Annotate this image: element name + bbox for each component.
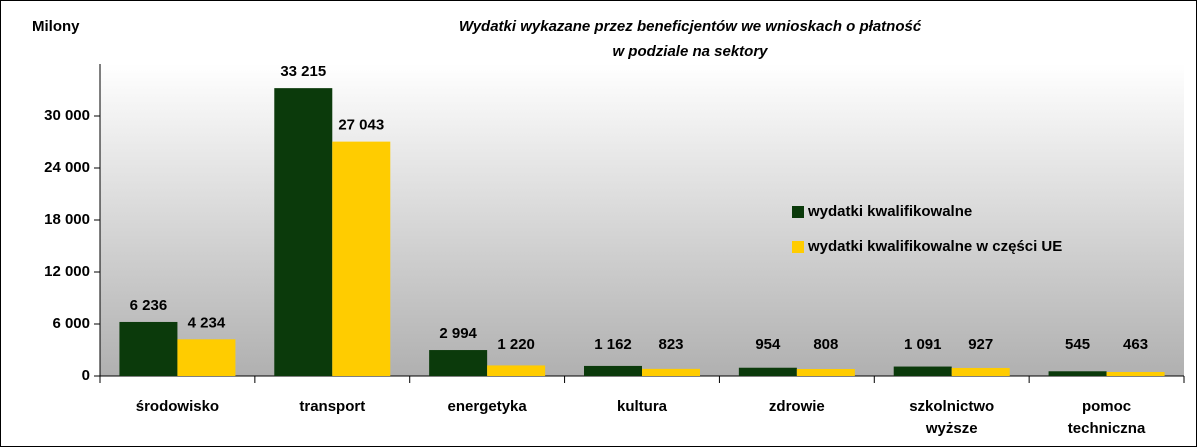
bar [642,368,700,376]
data-label: 33 215 [280,63,326,80]
y-axis-label: Milony [32,18,80,35]
data-label: 1 162 [594,336,632,353]
bar [429,350,488,376]
y-tick-label: 12 000 [44,263,90,280]
data-label: 27 043 [338,117,384,134]
y-tick-label: 6 000 [52,315,90,332]
data-label: 4 234 [188,314,226,331]
y-tick-label: 0 [82,367,90,384]
bar [1048,371,1107,376]
bar [796,368,855,376]
data-label: 1 220 [497,336,535,353]
x-tick-label: środowisko [135,398,220,415]
legend-swatch [792,241,804,253]
data-label: 6 236 [130,297,168,314]
legend-label: wydatki kwalifikowalne w części UE [807,238,1062,255]
x-tick-label: energetyka [447,398,527,415]
data-label: 2 994 [439,325,477,342]
chart-title: Wydatki wykazane przez beneficjentów we … [459,18,922,35]
chart-title: w podziale na sektory [612,43,768,60]
x-tick-label: szkolnictwo wyższe [909,398,995,437]
y-tick-label: 24 000 [44,159,90,176]
data-label: 954 [755,336,781,353]
x-tick-label: kultura [616,398,667,415]
plot-area [100,64,1184,376]
data-label: 463 [1123,336,1148,353]
bar [119,321,178,376]
legend-label: wydatki kwalifikowalne [807,203,972,220]
data-label: 823 [658,336,683,353]
x-tick-label: transport [299,398,366,415]
data-label: 1 091 [904,336,942,353]
bar [274,88,333,377]
x-tick-label: zdrowie [768,398,825,415]
y-tick-label: 30 000 [44,107,90,124]
bar [1106,371,1165,376]
bar [584,365,642,376]
data-label: 927 [968,336,993,353]
bar [177,339,236,376]
legend-swatch [792,206,804,218]
data-label: 808 [813,336,838,353]
y-tick-label: 18 000 [44,211,90,228]
bar [332,141,391,376]
bar [893,366,952,376]
bar [951,367,1010,376]
bar [487,365,546,376]
data-label: 545 [1065,336,1090,353]
bar [738,367,797,376]
x-tick-label: pomoc techniczna [1067,398,1146,437]
